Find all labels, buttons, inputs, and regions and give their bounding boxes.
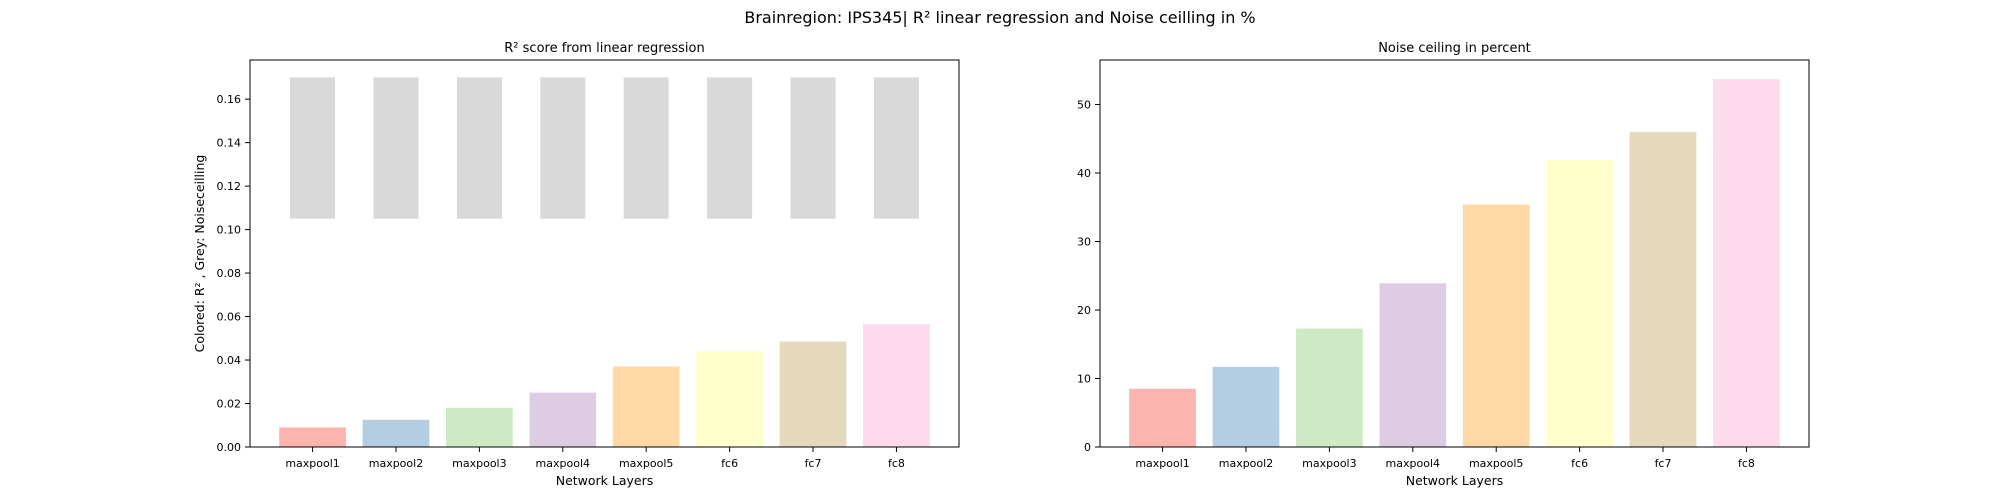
noise-ceiling-bar xyxy=(290,77,336,219)
chart-title: Noise ceiling in percent xyxy=(1378,41,1531,56)
bar xyxy=(362,419,430,447)
x-tick-label: maxpool1 xyxy=(1135,457,1189,470)
x-tick-label: maxpool3 xyxy=(452,457,506,470)
x-tick-label: fc8 xyxy=(888,457,905,470)
y-tick-label: 20 xyxy=(1077,304,1091,317)
bar xyxy=(1713,79,1780,447)
bar xyxy=(1379,283,1447,447)
x-tick-label: maxpool4 xyxy=(536,457,590,470)
noise-ceiling-bar xyxy=(873,77,919,219)
x-tick-label: fc6 xyxy=(1571,457,1588,470)
bar xyxy=(612,366,680,447)
noise-ceiling-bar xyxy=(707,77,753,219)
axes-frame xyxy=(249,59,960,448)
bar xyxy=(863,324,930,447)
x-tick-label: maxpool2 xyxy=(369,457,423,470)
y-tick-label: 40 xyxy=(1077,167,1091,180)
bar xyxy=(1129,388,1196,447)
bar xyxy=(779,341,847,447)
x-tick-label: maxpool3 xyxy=(1302,457,1356,470)
x-tick-label: maxpool4 xyxy=(1386,457,1440,470)
y-tick-label: 0.16 xyxy=(217,93,242,106)
bar xyxy=(446,407,513,447)
y-axis-label: Colored: R² , Grey: Noiseceilling xyxy=(192,155,207,353)
x-axis-label: Network Layers xyxy=(556,473,654,488)
noise-ceiling-bar xyxy=(790,77,836,219)
y-tick-label: 0.00 xyxy=(217,441,242,454)
x-tick-label: maxpool2 xyxy=(1219,457,1273,470)
bar xyxy=(1629,131,1697,447)
noise-ceiling-bar xyxy=(540,77,586,219)
y-tick-label: 0.12 xyxy=(217,180,242,193)
y-tick-label: 30 xyxy=(1077,236,1091,249)
x-tick-label: maxpool5 xyxy=(1469,457,1523,470)
y-tick-label: 0.14 xyxy=(217,137,242,150)
x-tick-label: maxpool5 xyxy=(619,457,673,470)
x-tick-label: fc7 xyxy=(1655,457,1672,470)
noise-ceiling-bar xyxy=(373,77,419,219)
x-axis-label: Network Layers xyxy=(1406,473,1504,488)
y-tick-label: 0.02 xyxy=(217,398,242,411)
bar xyxy=(1546,160,1613,447)
bar xyxy=(1462,204,1530,447)
y-tick-label: 10 xyxy=(1077,373,1091,386)
bar xyxy=(1296,328,1363,447)
x-tick-label: maxpool1 xyxy=(285,457,339,470)
noise-ceiling-bar xyxy=(456,77,502,219)
bar xyxy=(1212,366,1280,447)
x-tick-label: fc8 xyxy=(1738,457,1755,470)
x-tick-label: fc6 xyxy=(721,457,738,470)
axes-frame xyxy=(1099,59,1810,448)
noise-ceiling-bar xyxy=(623,77,669,219)
y-tick-label: 0.06 xyxy=(217,311,242,324)
y-tick-label: 0.10 xyxy=(217,224,242,237)
y-tick-label: 0.04 xyxy=(217,354,242,367)
y-tick-label: 0 xyxy=(1084,441,1091,454)
bar xyxy=(696,351,763,447)
bar xyxy=(279,427,346,447)
figure-title: Brainregion: IPS345| R² linear regressio… xyxy=(744,8,1256,27)
chart-title: R² score from linear regression xyxy=(504,41,704,56)
x-tick-label: fc7 xyxy=(805,457,822,470)
bar xyxy=(529,392,597,447)
y-tick-label: 0.08 xyxy=(217,267,242,280)
y-tick-label: 50 xyxy=(1077,99,1091,112)
